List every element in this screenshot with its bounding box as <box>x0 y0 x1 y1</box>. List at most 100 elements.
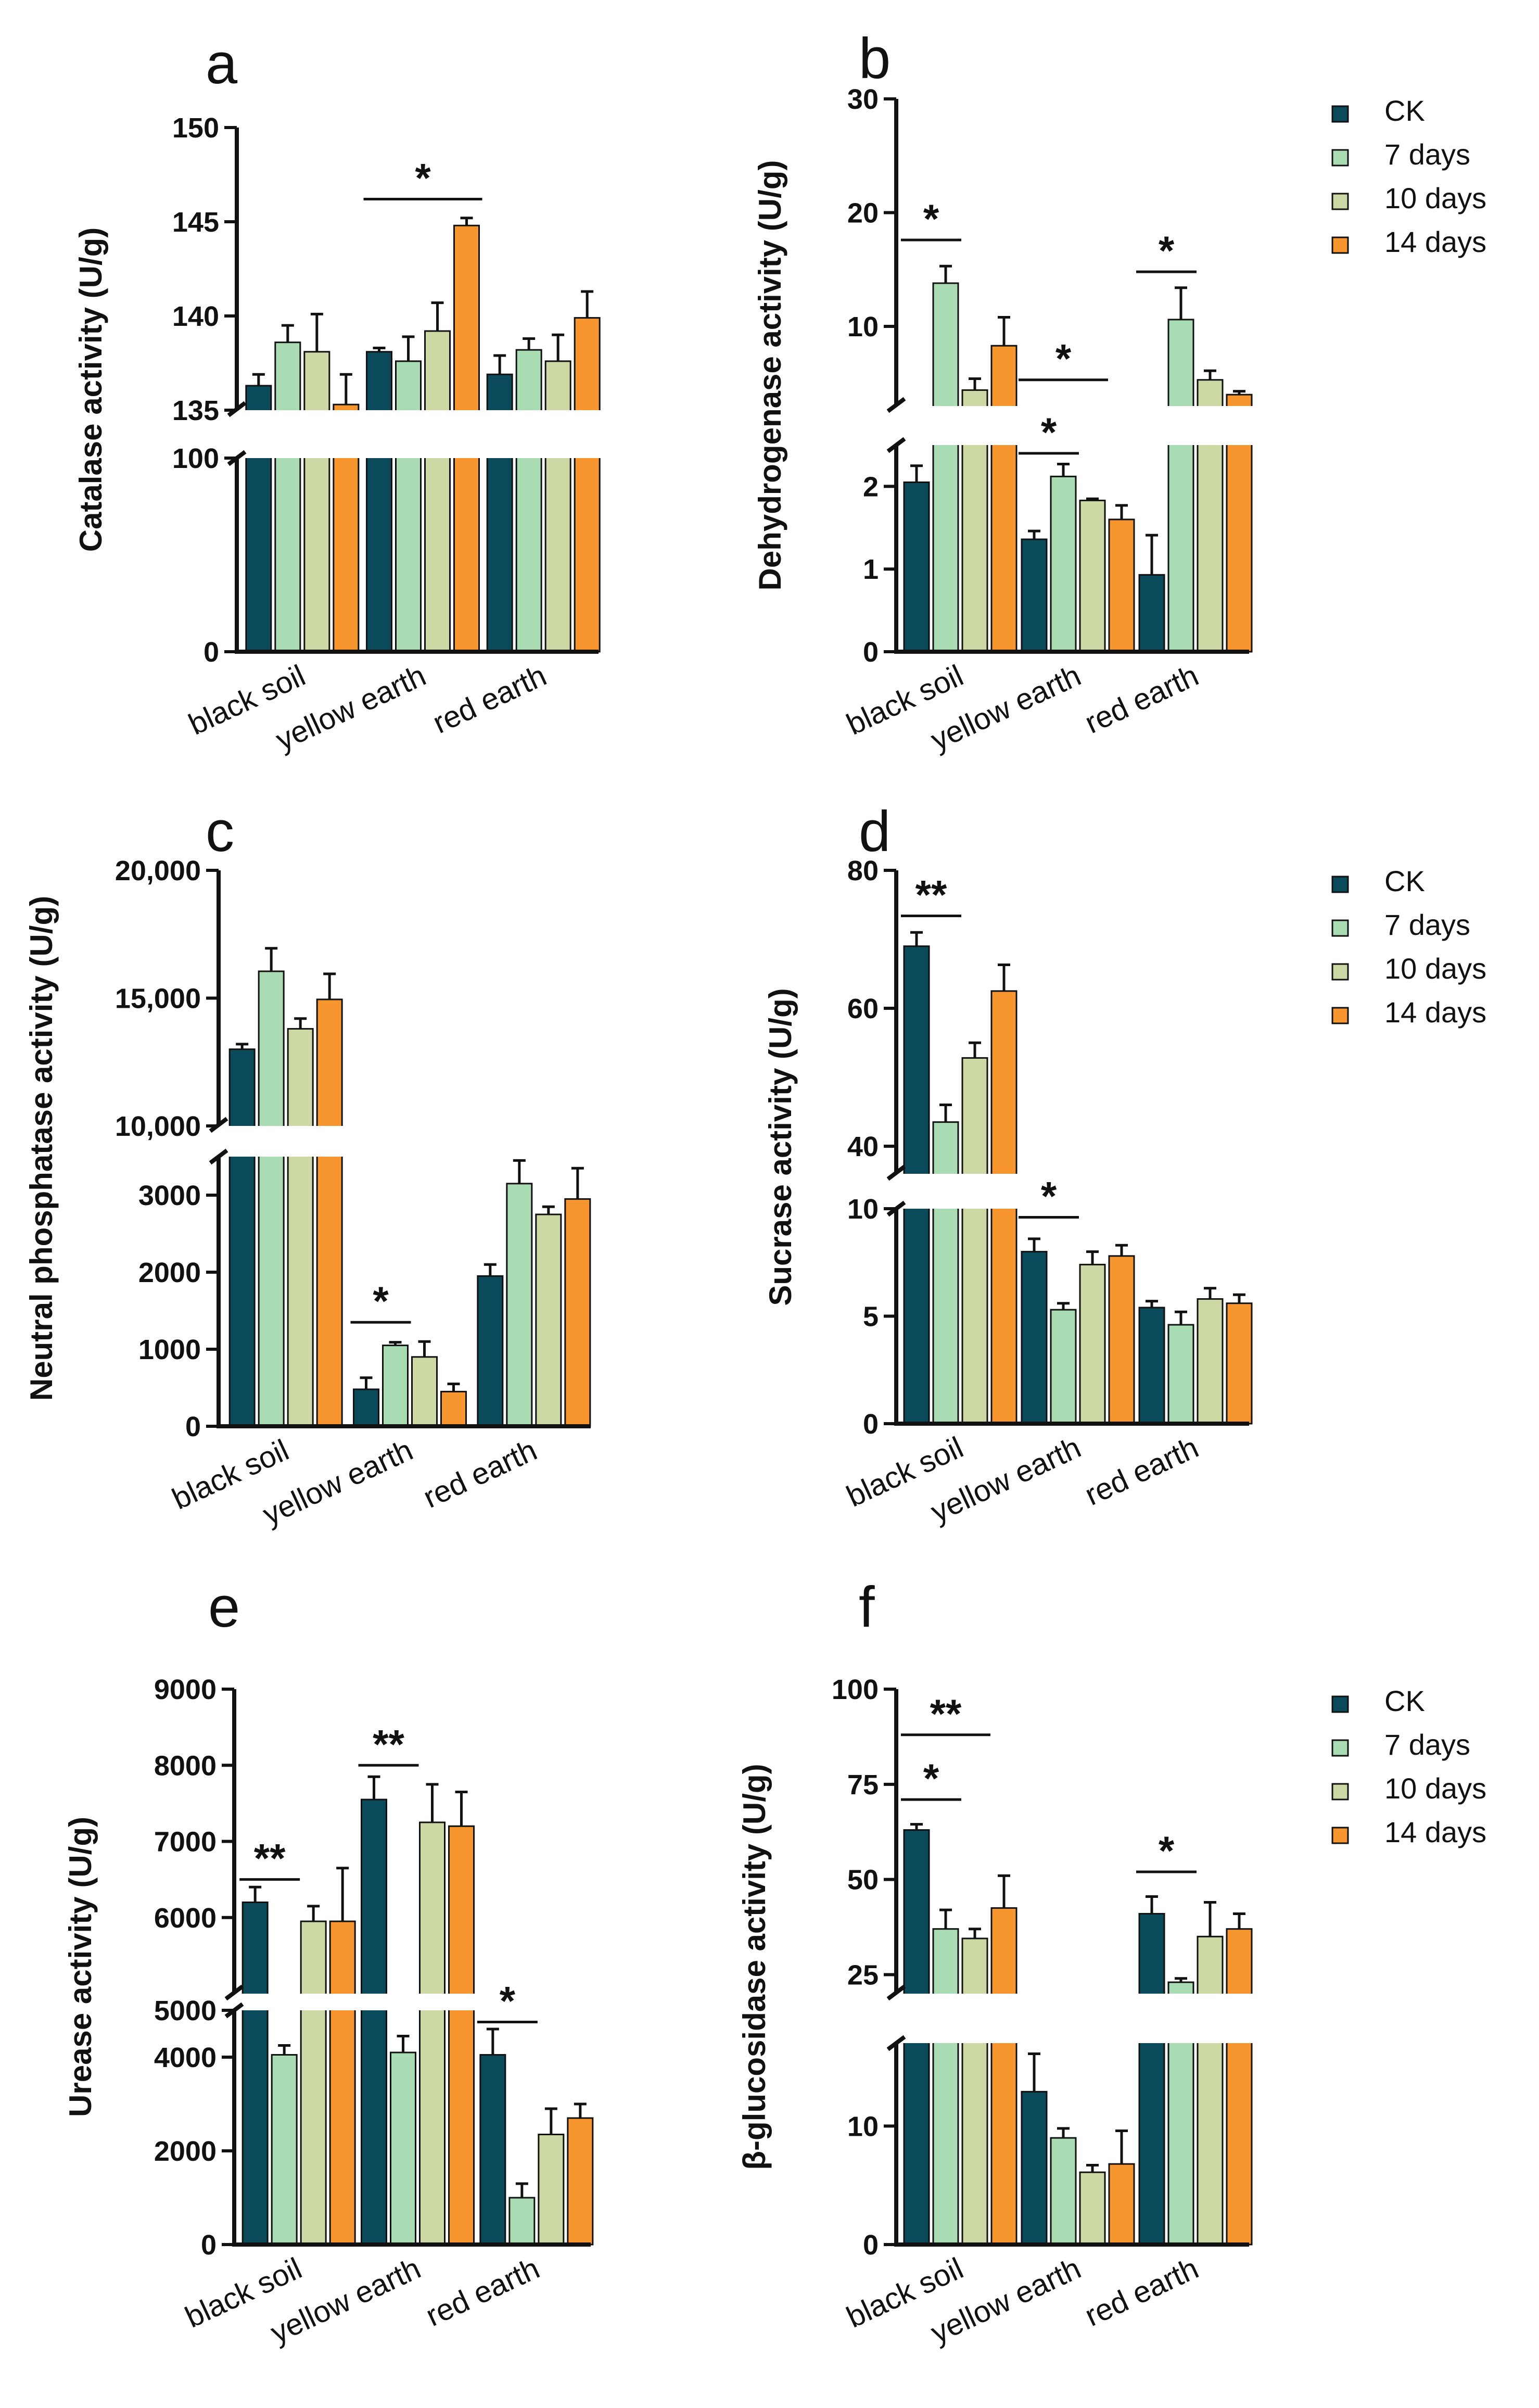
panel-a: a Catalase activity (U/g) 0 100 135 140 145 150… <box>73 32 619 757</box>
legend-swatch <box>1331 1783 1349 1801</box>
x-tick-label: red earth <box>418 1433 542 1515</box>
axis-break-band <box>198 1126 612 1157</box>
y-tick-label: 0 <box>863 1409 879 1440</box>
bar-c-CK-red-earth <box>477 1275 504 1427</box>
y-tick-label: 100 <box>832 1674 879 1705</box>
legend-swatch <box>1331 236 1349 254</box>
legend-label: 14 days <box>1384 996 1486 1029</box>
bar-c-7-days-yellow-earth <box>382 1345 409 1427</box>
x-tick-label: red earth <box>1080 658 1204 740</box>
bar-f-14-days-yellow-earth <box>1108 2163 1135 2246</box>
y-tick-label: 80 <box>847 855 879 886</box>
bar-f-10-days-red-earth <box>1197 1935 1224 2246</box>
legend: CK 7 days 10 days 14 days <box>1331 94 1486 258</box>
y-tick-label: 0 <box>863 637 879 668</box>
axis-break-mark <box>224 1984 244 2001</box>
panel-label: d <box>859 800 891 864</box>
bar-d-10-days-black-soil <box>961 1057 988 1425</box>
bar-e-14-days-red-earth <box>567 2117 594 2246</box>
axis-break-band <box>875 1174 1270 1209</box>
y-tick-label: 100 <box>172 443 219 474</box>
y-tick-label: 10 <box>847 311 879 343</box>
legend-swatch <box>1331 1827 1349 1844</box>
y-tick-label: 0 <box>185 1411 201 1442</box>
y-tick-label: 7000 <box>154 1827 217 1858</box>
legend-label: 7 days <box>1384 138 1470 171</box>
legend-swatch <box>1331 963 1349 981</box>
panel-e: e Urease activity (U/g) 0 2000 4000 5000 6000 7… <box>63 1575 612 2350</box>
y-tick-label: 0 <box>201 2229 217 2261</box>
y-tick-label: 25 <box>847 1959 879 1991</box>
bar-d-CK-red-earth <box>1138 1307 1165 1425</box>
legend-label: CK <box>1384 94 1425 127</box>
legend-swatch <box>1331 1695 1349 1713</box>
legend: CK 7 days 10 days 14 days <box>1331 1684 1486 1848</box>
bar-d-CK-yellow-earth <box>1021 1251 1048 1425</box>
bar-e-10-days-black-soil <box>300 1920 327 2246</box>
panel-f: f β-glucosidase activity (U/g) 0 10 25 50 75 10… <box>737 1575 1270 2350</box>
bar-a-10-days-red-earth <box>544 360 571 653</box>
bar-e-7-days-black-soil <box>271 2054 298 2246</box>
legend-label: CK <box>1384 865 1425 897</box>
axis-break-band <box>213 1994 612 2010</box>
bar-b-14-days-yellow-earth <box>1108 518 1135 653</box>
panel-label: b <box>859 27 891 91</box>
bar-b-CK-yellow-earth <box>1021 538 1048 653</box>
y-tick-label: 20,000 <box>115 855 201 886</box>
y-tick-label: 4000 <box>154 2042 217 2073</box>
bar-a-7-days-black-soil <box>274 341 301 653</box>
bar-b-7-days-yellow-earth <box>1050 475 1077 653</box>
legend-swatch <box>1331 193 1349 210</box>
bar-d-7-days-red-earth <box>1167 1324 1194 1425</box>
bar-d-7-days-black-soil <box>932 1121 959 1425</box>
y-tick-label: 30 <box>847 84 879 115</box>
y-tick-label: 75 <box>847 1769 879 1801</box>
panel-label: e <box>208 1575 240 1639</box>
y-tick-label: 6000 <box>154 1903 217 1934</box>
bar-e-10-days-red-earth <box>538 2134 565 2246</box>
legend-label: 7 days <box>1384 908 1470 941</box>
bar-e-CK-yellow-earth <box>361 1798 387 2246</box>
axis-break-mark <box>886 1984 906 2001</box>
x-tick-label: red earth <box>421 2251 544 2333</box>
bar-d-10-days-yellow-earth <box>1079 1263 1106 1425</box>
y-tick-label: 20 <box>847 198 879 229</box>
bar-c-10-days-yellow-earth <box>411 1356 438 1427</box>
y-tick-label: 5000 <box>154 1995 217 2026</box>
y-tick-label: 3000 <box>138 1180 201 1211</box>
bar-a-14-days-red-earth <box>574 317 601 653</box>
bar-d-7-days-yellow-earth <box>1050 1309 1077 1425</box>
bar-b-7-days-black-soil <box>932 282 959 653</box>
bar-f-14-days-black-soil <box>990 1907 1017 2246</box>
bar-f-14-days-red-earth <box>1226 1928 1253 2246</box>
bar-e-14-days-black-soil <box>329 1920 356 2246</box>
axis-break-mark <box>886 437 906 453</box>
bar-c-10-days-black-soil <box>287 1028 314 1427</box>
y-axis-label: Urease activity (U/g) <box>63 1817 98 2117</box>
bar-e-CK-red-earth <box>479 2054 506 2246</box>
y-tick-label: 135 <box>172 395 219 426</box>
y-tick-label: 150 <box>172 112 219 144</box>
y-tick-label: 1000 <box>138 1334 201 1365</box>
axis-break-band <box>216 410 619 458</box>
y-axis-label: Sucrase activity (U/g) <box>763 988 798 1306</box>
y-tick-label: 60 <box>847 993 879 1024</box>
bar-c-10-days-red-earth <box>535 1213 562 1427</box>
bar-a-CK-yellow-earth <box>366 351 392 653</box>
y-tick-label: 2 <box>863 471 879 502</box>
legend-swatch <box>1331 876 1349 893</box>
axis-break-mark <box>886 2035 906 2051</box>
significance-label: * <box>923 1755 939 1801</box>
bar-c-14-days-black-soil <box>316 998 343 1427</box>
significance-label: * <box>1159 227 1175 273</box>
axis-break-band <box>875 1994 1270 2043</box>
significance-label: * <box>1159 1828 1175 1873</box>
bar-c-CK-black-soil <box>228 1048 256 1427</box>
y-tick-label: 40 <box>847 1131 879 1162</box>
bar-c-7-days-black-soil <box>258 970 285 1427</box>
bar-c-14-days-red-earth <box>564 1198 591 1427</box>
bar-d-14-days-yellow-earth <box>1108 1255 1135 1425</box>
significance-label: ** <box>373 1721 404 1767</box>
x-tick-label: red earth <box>1080 2251 1204 2333</box>
